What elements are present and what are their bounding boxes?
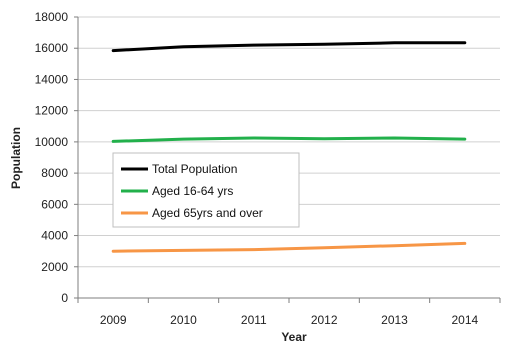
x-tick-label: 2010 [170,313,197,327]
series-line-2 [111,241,467,253]
x-axis-title: Year [281,330,307,343]
x-tick-label: 2013 [381,313,408,327]
legend: Total Population Aged 16-64 yrs Aged 65yrs… [112,152,300,228]
series-layer [111,41,467,253]
y-tick-label: 0 [61,291,68,305]
y-tick-label: 2000 [41,260,68,274]
x-tick-label: 2014 [451,313,478,327]
legend-label: Total Population [152,162,237,176]
y-tick-label: 12000 [35,104,69,118]
y-tick-label: 18000 [35,10,69,24]
x-tick-label: 2011 [241,313,267,327]
y-tick-label: 8000 [41,166,68,180]
series-line-0 [111,41,467,53]
legend-label: Aged 65yrs and over [152,206,263,220]
y-tick-label: 16000 [35,41,69,55]
legend-items: Total Population Aged 16-64 yrs Aged 65yrs… [121,162,263,220]
y-axis-title: Population [9,127,23,189]
y-tick-label: 14000 [35,72,69,86]
y-tick-label: 4000 [41,229,68,243]
legend-label: Aged 16-64 yrs [152,184,233,198]
y-tick-label: 10000 [35,135,69,149]
axis-layer: 0 2000 4000 6000 8000 10000 12000 14000 16000 180… [35,10,501,327]
x-tick-label: 2009 [100,313,127,327]
series-line-1 [111,136,467,143]
x-tick-label: 2012 [311,313,338,327]
y-tick-label: 6000 [41,197,68,211]
